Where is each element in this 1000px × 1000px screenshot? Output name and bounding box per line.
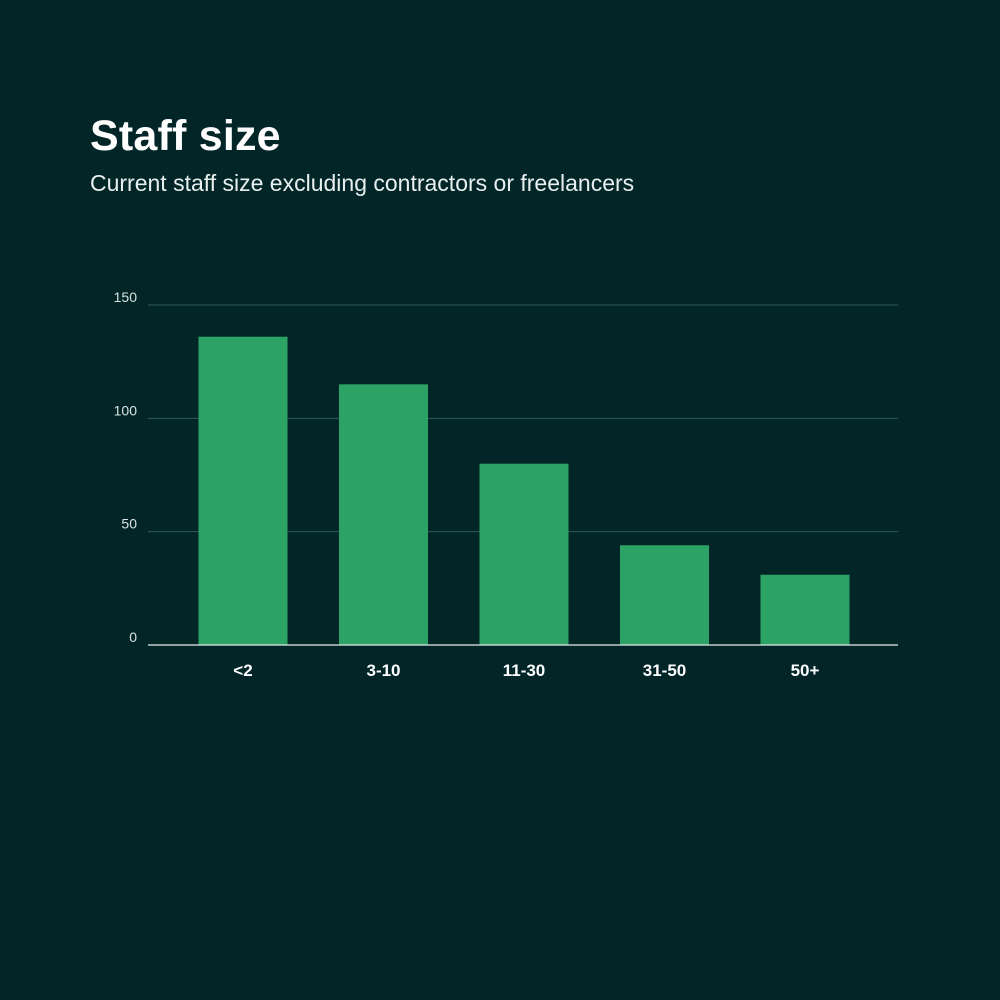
y-tick-label: 50 (121, 516, 137, 532)
bar (198, 336, 288, 645)
y-tick-label: 0 (129, 629, 137, 645)
bar (620, 545, 709, 645)
x-tick-label: 11-30 (503, 661, 546, 680)
x-tick-label: 3-10 (366, 661, 400, 680)
bars (198, 336, 850, 645)
bar (479, 463, 569, 645)
y-tick-label: 150 (114, 289, 138, 305)
y-tick-label: 100 (114, 402, 138, 418)
y-axis-ticks: 0 50 100 150 (114, 289, 138, 645)
chart-title: Staff size (90, 112, 281, 160)
x-tick-label: <2 (233, 661, 252, 680)
x-axis-ticks: <2 3-10 11-30 31-50 50+ (233, 661, 819, 680)
bar (760, 574, 850, 645)
x-tick-label: 50+ (791, 661, 820, 680)
x-tick-label: 31-50 (643, 661, 686, 680)
chart-subtitle: Current staff size excluding contractors… (90, 170, 635, 196)
bar (339, 384, 428, 645)
